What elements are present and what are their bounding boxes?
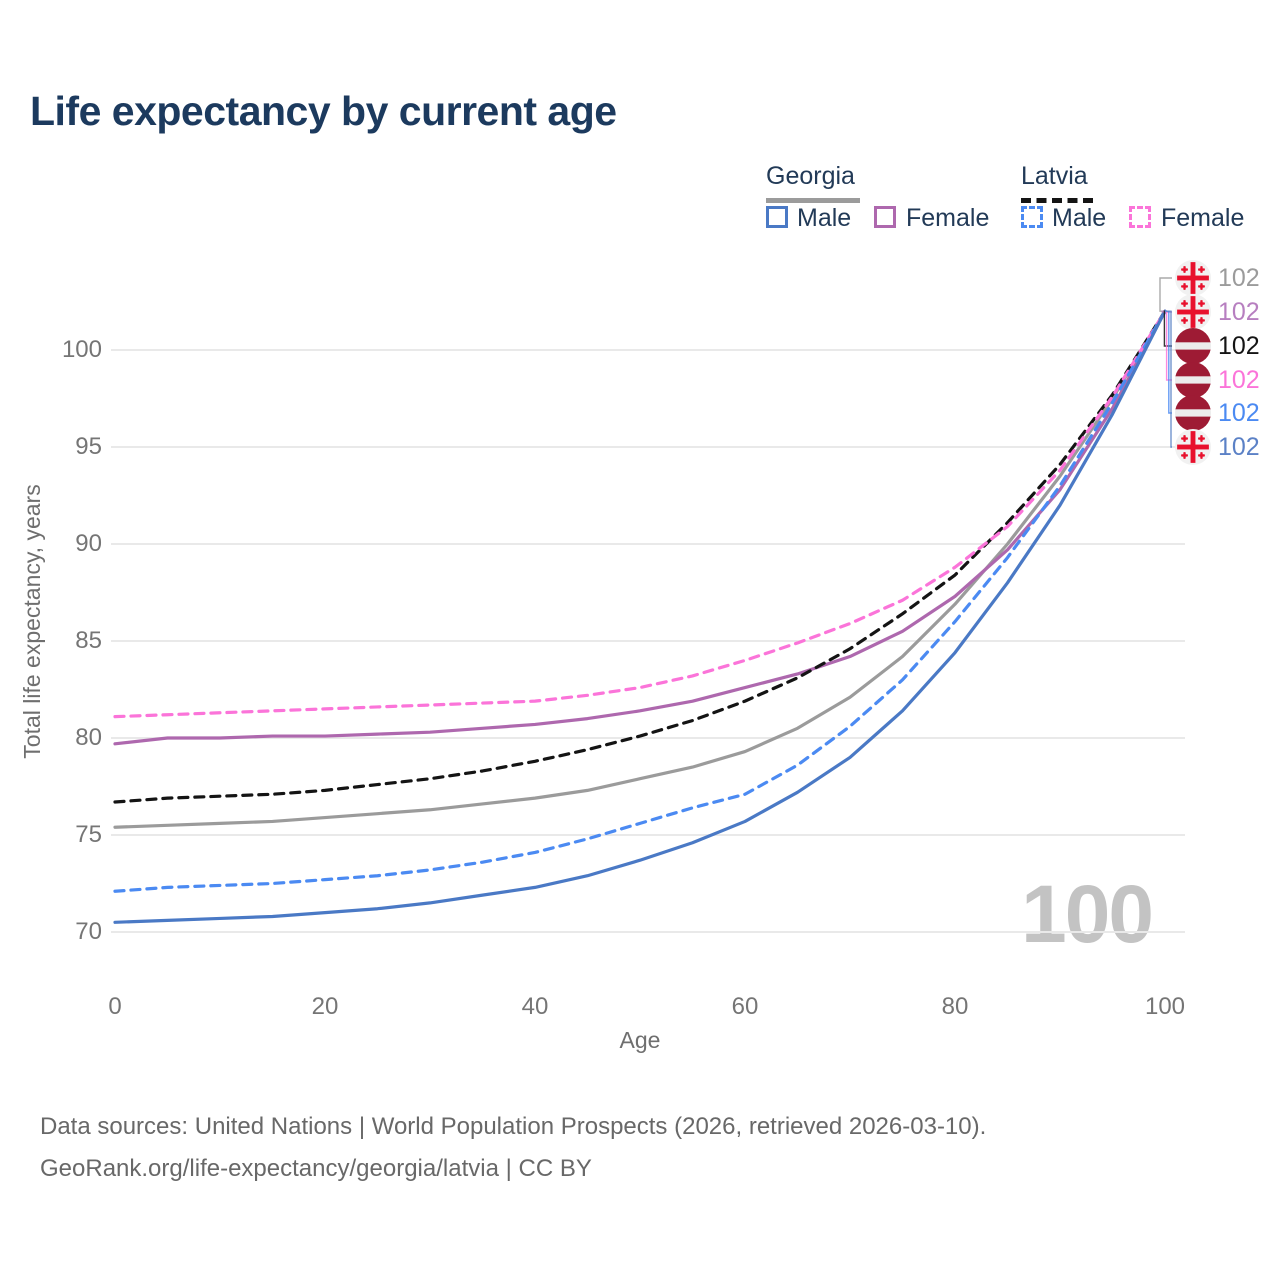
x-tick-60: 60: [731, 993, 759, 1020]
attribution-line: GeoRank.org/life-expectancy/georgia/latv…: [40, 1155, 592, 1182]
georgia-flag-icon: [1175, 260, 1211, 296]
latvia-flag-icon: [1175, 362, 1211, 398]
endpoint-value-georgia-female: 102: [1218, 297, 1260, 326]
series-line-georgia-female[interactable]: [113, 309, 1167, 746]
endpoint-label-georgia-female[interactable]: 102: [1175, 294, 1260, 330]
legend-georgia-male-swatch[interactable]: [766, 206, 788, 228]
endpoint-label-georgia-total[interactable]: 102: [1175, 260, 1260, 296]
series-line-latvia-total[interactable]: [113, 309, 1167, 804]
y-tick-85: 85: [75, 627, 102, 654]
data-source-note: Data sources: United Nations | World Pop…: [40, 1106, 1190, 1190]
georgia-flag-icon: [1175, 429, 1211, 465]
endpoint-value-georgia-total: 102: [1218, 263, 1260, 292]
x-tick-100: 100: [1144, 993, 1186, 1020]
legend-georgia-female-label[interactable]: Female: [906, 204, 990, 232]
legend-latvia-male-label[interactable]: Male: [1052, 204, 1107, 232]
x-tick-20: 20: [311, 993, 339, 1020]
series-line-georgia-male[interactable]: [113, 309, 1167, 924]
x-axis-title: Age: [619, 1027, 661, 1053]
endpoint-label-latvia-male[interactable]: 102: [1175, 395, 1260, 431]
legend-latvia-line-swatch: [1021, 198, 1093, 203]
legend-latvia-female-swatch[interactable]: [1129, 206, 1151, 228]
endpoint-value-georgia-male: 102: [1218, 432, 1260, 461]
legend-latvia-female-label[interactable]: Female: [1161, 204, 1245, 232]
x-tick-40: 40: [521, 993, 549, 1020]
series-line-georgia-total[interactable]: [113, 309, 1167, 829]
leader-line-latvia-female: [1165, 310, 1172, 381]
legend-georgia-header[interactable]: Georgia: [766, 162, 855, 190]
legend-latvia-header[interactable]: Latvia: [1021, 162, 1088, 190]
y-tick-75: 75: [75, 821, 102, 848]
legend-georgia-male-label[interactable]: Male: [797, 204, 852, 232]
legend-georgia-line-swatch: [766, 198, 860, 203]
endpoint-value-latvia-male: 102: [1218, 398, 1260, 427]
latvia-flag-icon: [1175, 395, 1211, 431]
endpoint-value-latvia-female: 102: [1218, 365, 1260, 394]
endpoint-label-latvia-female[interactable]: 102: [1175, 362, 1260, 398]
y-tick-100: 100: [61, 336, 102, 363]
y-tick-70: 70: [75, 918, 102, 945]
georgia-flag-icon: [1175, 294, 1211, 330]
endpoint-value-latvia-total: 102: [1218, 331, 1260, 360]
y-tick-80: 80: [75, 724, 102, 751]
leader-line-latvia-total: [1163, 310, 1172, 347]
x-tick-0: 0: [108, 993, 122, 1020]
latvia-flag-icon: [1175, 328, 1211, 364]
y-tick-95: 95: [75, 433, 102, 460]
x-tick-80: 80: [941, 993, 969, 1020]
endpoint-label-latvia-total[interactable]: 102: [1175, 328, 1260, 364]
y-tick-90: 90: [75, 530, 102, 557]
leader-line-georgia-male: [1165, 310, 1172, 448]
watermark-age-counter: 100: [1021, 869, 1154, 960]
legend-georgia-female-swatch[interactable]: [874, 206, 896, 228]
series-line-latvia-female[interactable]: [113, 309, 1167, 719]
leader-line-georgia-female: [1161, 310, 1172, 313]
leader-line-latvia-male: [1165, 310, 1172, 414]
legend-latvia-male-swatch[interactable]: [1021, 206, 1043, 228]
data-source-line: Data sources: United Nations | World Pop…: [40, 1113, 987, 1140]
series-line-latvia-male[interactable]: [113, 309, 1167, 893]
page-title: Life expectancy by current age: [30, 88, 617, 134]
endpoint-label-georgia-male[interactable]: 102: [1175, 429, 1260, 465]
leader-line-georgia-total: [1159, 277, 1172, 312]
